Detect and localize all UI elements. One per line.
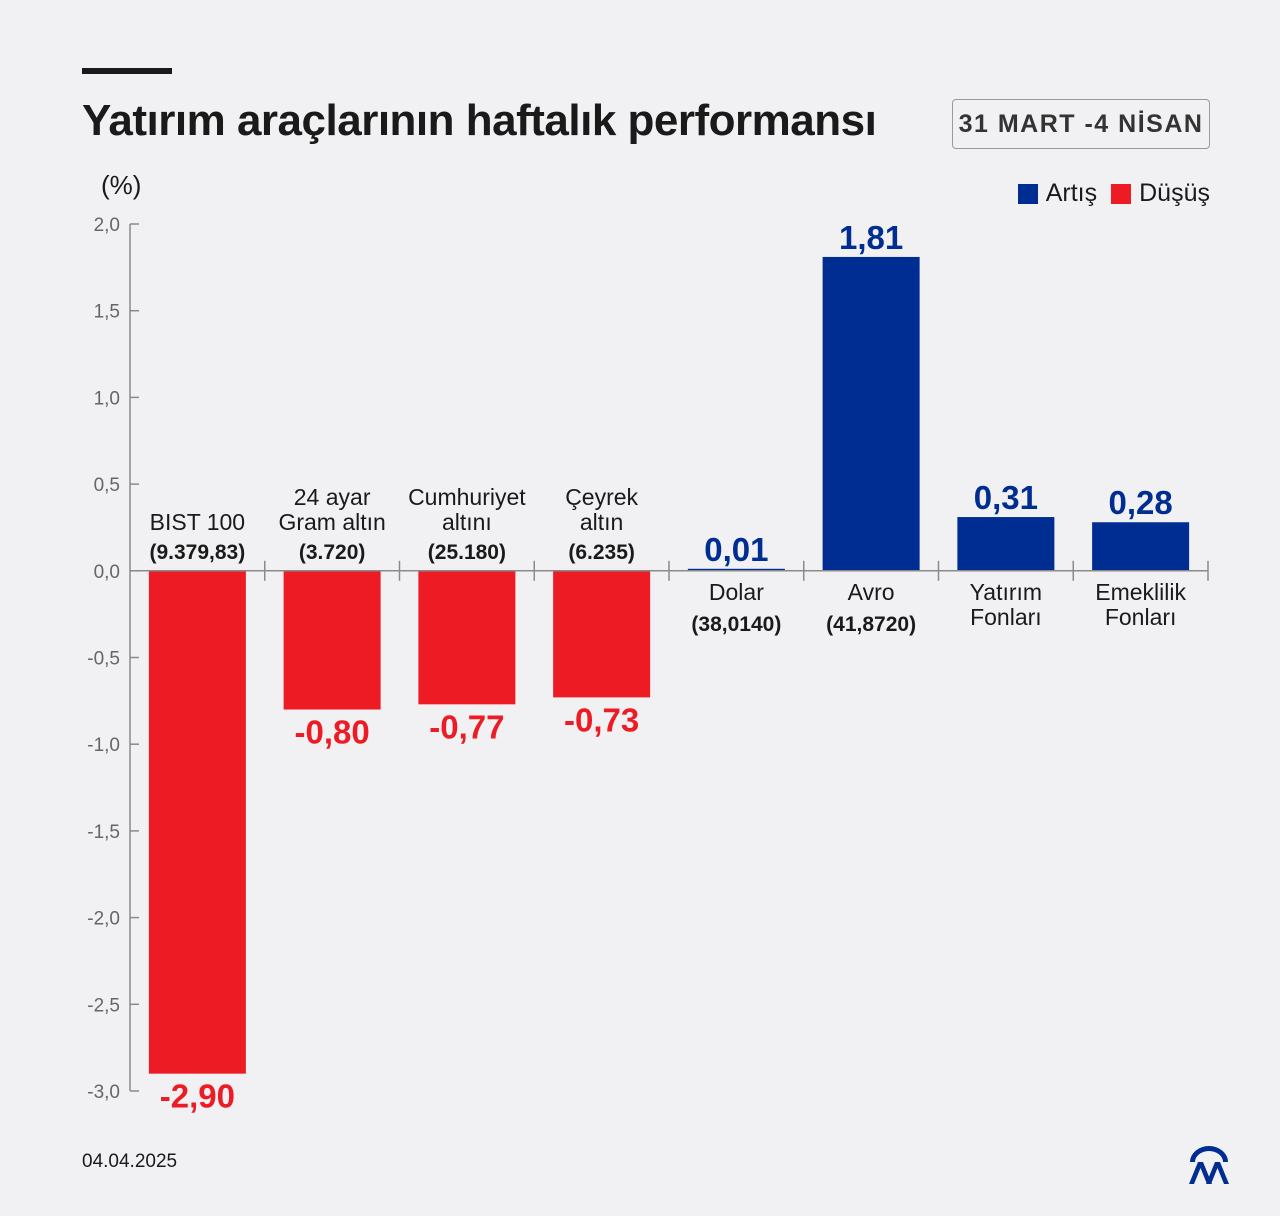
- category-label: 24 ayar: [294, 484, 371, 510]
- bar-value-label: 1,81: [839, 219, 903, 256]
- bar: [418, 570, 516, 705]
- y-tick-label: 0,0: [94, 562, 120, 583]
- category-label: Cumhuriyet: [408, 484, 526, 510]
- category-sublabel: (38,0140): [691, 613, 781, 636]
- category-label: altını: [442, 509, 492, 535]
- category-sublabel: (3.720): [299, 541, 366, 564]
- category-label: Fonları: [970, 604, 1042, 630]
- bar-value-label: -0,73: [564, 701, 639, 738]
- bar: [148, 570, 246, 1074]
- page-title: Yatırım araçlarının haftalık performansı: [82, 96, 877, 145]
- legend-item-decrease: Düşüş: [1111, 179, 1210, 208]
- category-sublabel: (41,8720): [826, 613, 916, 636]
- y-tick-label: -1,5: [87, 822, 120, 843]
- legend-item-increase: Artış: [1017, 179, 1098, 208]
- bar-value-label: 0,01: [704, 531, 768, 568]
- bar-value-label: -0,77: [429, 708, 504, 745]
- y-tick-label: 1,0: [94, 388, 120, 409]
- category-label: altın: [580, 509, 623, 535]
- bar-value-label: 0,28: [1109, 484, 1173, 521]
- bar-value-label: 0,31: [974, 479, 1038, 516]
- category-label: Avro: [848, 579, 895, 605]
- y-tick-label: 2,0: [94, 215, 120, 236]
- category-label: Gram altın: [278, 509, 385, 535]
- y-tick-label: -2,0: [87, 909, 120, 930]
- category-label: Çeyrek: [565, 484, 638, 510]
- category-label: Dolar: [709, 579, 764, 605]
- category-sublabel: (25.180): [428, 541, 506, 564]
- footer-date: 04.04.2025: [82, 1151, 178, 1172]
- category-sublabel: (9.379,83): [150, 541, 246, 564]
- bar: [283, 570, 381, 710]
- aa-logo-icon: [1189, 1146, 1229, 1184]
- bar-value-label: -0,80: [295, 714, 370, 751]
- category-label: Emeklilik: [1095, 579, 1186, 605]
- category-label: BIST 100: [150, 509, 245, 535]
- y-tick-label: -3,0: [87, 1082, 120, 1103]
- bar: [687, 568, 785, 571]
- y-tick-label: 0,5: [94, 475, 120, 496]
- category-label: Fonları: [1105, 604, 1177, 630]
- legend-label-decrease: Düşüş: [1139, 179, 1210, 207]
- bar-value-label: -2,90: [160, 1078, 235, 1115]
- legend-swatch-decrease: [1111, 183, 1132, 204]
- y-tick-label: 1,5: [94, 302, 120, 323]
- top-rule: [82, 68, 172, 74]
- bar: [957, 517, 1055, 571]
- y-tick-label: -0,5: [87, 649, 120, 670]
- bar: [822, 256, 920, 571]
- date-range-badge: 31 MART -4 NİSAN: [952, 99, 1210, 149]
- legend-swatch-increase: [1017, 183, 1038, 204]
- category-sublabel: (6.235): [568, 541, 635, 564]
- y-tick-label: -1,0: [87, 735, 120, 756]
- category-label: Yatırım: [970, 579, 1042, 605]
- legend-label-increase: Artış: [1045, 179, 1098, 207]
- legend: Artış Düşüş: [1004, 179, 1210, 208]
- y-tick-label: -2,5: [87, 995, 120, 1016]
- bar: [553, 570, 651, 698]
- y-axis-unit-label: (%): [101, 170, 142, 200]
- bar: [1092, 522, 1190, 571]
